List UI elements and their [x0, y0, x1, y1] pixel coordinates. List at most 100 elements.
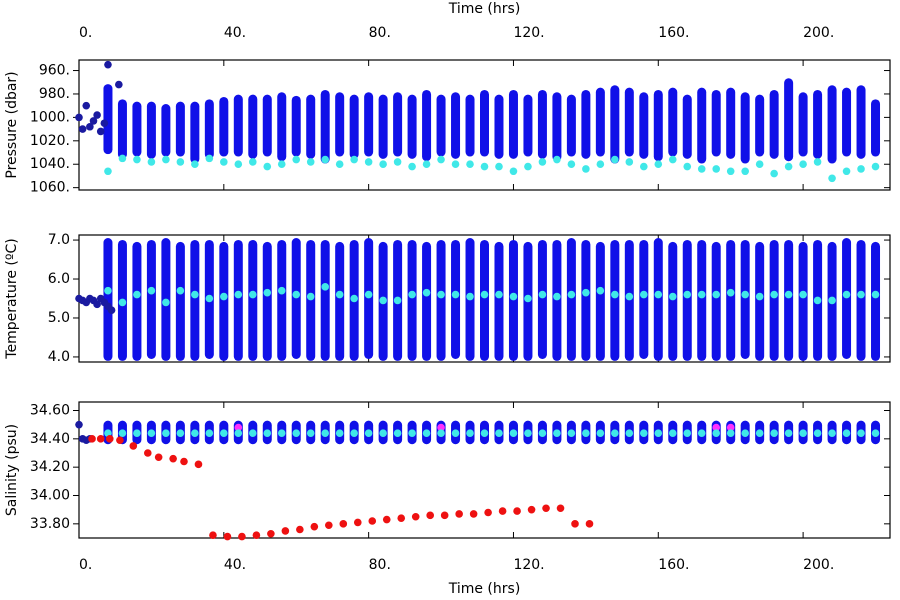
profile-range — [175, 101, 185, 157]
data-point — [527, 505, 536, 514]
data-point — [169, 454, 177, 463]
data-point — [292, 155, 301, 164]
profile-range — [537, 239, 547, 359]
data-point — [726, 288, 735, 297]
profile-range — [494, 241, 504, 361]
data-point — [248, 429, 257, 437]
data-point — [596, 286, 605, 295]
data-point — [321, 283, 329, 291]
data-point — [118, 154, 127, 163]
profile-range — [595, 87, 605, 157]
data-point — [397, 514, 406, 522]
profile-range — [508, 239, 518, 361]
data-point — [813, 429, 822, 437]
data-point — [784, 290, 793, 299]
profile-range — [262, 94, 272, 157]
data-point — [118, 429, 127, 437]
data-point — [726, 423, 735, 432]
profile-range — [422, 241, 432, 361]
data-point — [277, 286, 286, 295]
profile-range — [610, 239, 620, 361]
data-point — [263, 429, 272, 437]
data-point — [234, 423, 243, 432]
data-point — [585, 520, 594, 528]
profile-range — [103, 84, 113, 155]
data-point — [582, 165, 590, 173]
data-point — [683, 429, 692, 437]
data-point — [393, 296, 402, 305]
data-point — [509, 167, 518, 176]
data-point — [154, 453, 163, 462]
profile-range — [117, 99, 127, 159]
data-point — [567, 160, 576, 169]
data-point — [194, 460, 203, 469]
profile-range — [755, 241, 765, 361]
data-point — [451, 429, 460, 437]
data-point — [147, 429, 156, 437]
data-point — [755, 160, 764, 169]
data-point — [741, 167, 749, 176]
profile-range — [161, 104, 171, 157]
data-point — [611, 155, 619, 164]
data-point — [538, 429, 547, 437]
profile-range — [480, 239, 489, 361]
profile-range — [523, 94, 533, 157]
data-point — [104, 60, 112, 69]
data-point — [393, 429, 402, 437]
data-point — [335, 429, 344, 437]
profile-range — [291, 95, 301, 157]
data-point — [451, 160, 460, 169]
data-point — [353, 518, 362, 527]
profile-range — [784, 239, 794, 361]
data-point — [234, 429, 243, 437]
x-axis-title: Time (hrs) — [448, 581, 521, 597]
data-point — [509, 429, 518, 437]
data-point — [542, 504, 550, 513]
profile-range — [755, 94, 765, 157]
profile-range — [277, 92, 287, 162]
data-point — [640, 162, 648, 171]
data-point — [498, 507, 507, 515]
profile-range — [856, 239, 866, 361]
data-point — [697, 165, 706, 173]
x-tick-label: 80. — [369, 557, 391, 573]
profile-range — [624, 239, 634, 361]
profile-range — [668, 241, 678, 361]
data-point — [393, 158, 402, 166]
data-point — [741, 290, 749, 299]
profile-range — [740, 239, 750, 359]
profile-range — [813, 89, 823, 159]
profile-range — [697, 87, 707, 164]
x-tick-label: 120. — [513, 557, 544, 573]
data-point — [116, 436, 124, 445]
data-point — [191, 429, 199, 437]
data-point — [596, 429, 605, 437]
data-point — [133, 429, 141, 437]
y-tick-label: 34.40 — [30, 431, 70, 447]
data-point — [697, 290, 706, 299]
data-point — [668, 292, 677, 301]
data-point — [107, 306, 116, 314]
x-tick-label: 40. — [224, 557, 246, 573]
data-point — [100, 119, 109, 128]
x-tick-label: 0. — [79, 557, 92, 573]
profile-range — [146, 101, 156, 159]
data-point — [495, 290, 503, 299]
data-point — [469, 510, 478, 518]
profile-range — [639, 92, 649, 159]
data-point — [640, 429, 648, 437]
data-point — [582, 429, 590, 437]
data-point — [104, 167, 112, 176]
y-axis-title: Salinity (psu) — [4, 424, 20, 516]
profile-range — [335, 92, 345, 157]
data-point — [784, 162, 793, 171]
profile-range — [726, 239, 736, 361]
x-tick-label: 40. — [224, 25, 246, 41]
y-tick-label: 6.0 — [48, 271, 70, 287]
plot-frame — [78, 401, 891, 539]
data-point — [553, 155, 561, 164]
data-point — [654, 429, 663, 437]
data-point — [437, 290, 445, 299]
profile-range — [422, 89, 432, 162]
profile-range — [784, 78, 794, 162]
